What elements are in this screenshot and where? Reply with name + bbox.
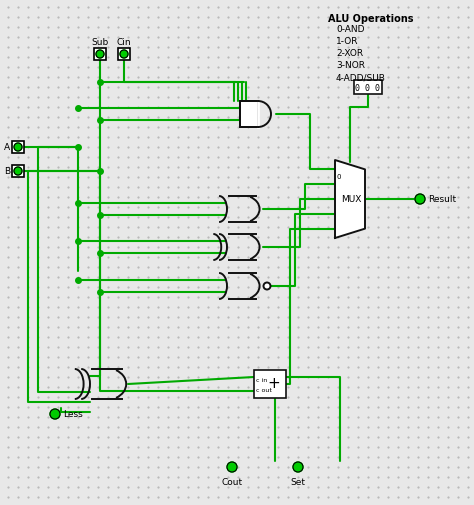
Circle shape — [415, 194, 425, 205]
Text: Result: Result — [428, 195, 456, 204]
Bar — [12, 166, 24, 178]
Text: ALU Operations: ALU Operations — [328, 14, 413, 24]
Text: c in: c in — [256, 377, 267, 382]
Text: B: B — [4, 167, 10, 176]
Text: 3-NOR: 3-NOR — [336, 61, 365, 70]
Circle shape — [120, 51, 128, 59]
Text: 1-OR: 1-OR — [336, 37, 358, 46]
Circle shape — [96, 51, 104, 59]
Text: 2-XOR: 2-XOR — [336, 49, 363, 58]
Circle shape — [293, 462, 303, 472]
Bar — [354, 81, 382, 95]
Text: Cin: Cin — [117, 38, 131, 47]
Bar — [118, 49, 130, 61]
Circle shape — [50, 409, 60, 419]
Text: MUX: MUX — [341, 195, 361, 204]
Text: Sub: Sub — [91, 38, 109, 47]
Bar — [240, 102, 258, 128]
Text: 0: 0 — [337, 174, 341, 180]
Text: 4-ADD/SUB: 4-ADD/SUB — [336, 73, 386, 82]
Bar — [254, 370, 286, 398]
Circle shape — [264, 283, 271, 290]
Polygon shape — [335, 161, 365, 238]
Text: 0-AND: 0-AND — [336, 25, 365, 34]
Circle shape — [14, 144, 22, 152]
Text: 0 0 0: 0 0 0 — [356, 83, 381, 92]
Text: c out: c out — [256, 387, 272, 392]
Bar — [94, 49, 106, 61]
Text: +: + — [268, 375, 281, 390]
Text: Cout: Cout — [221, 477, 243, 486]
Circle shape — [227, 462, 237, 472]
Text: A: A — [4, 143, 10, 152]
Circle shape — [14, 168, 22, 176]
Text: Set: Set — [291, 477, 306, 486]
Text: Less: Less — [63, 410, 83, 419]
Bar — [12, 142, 24, 154]
